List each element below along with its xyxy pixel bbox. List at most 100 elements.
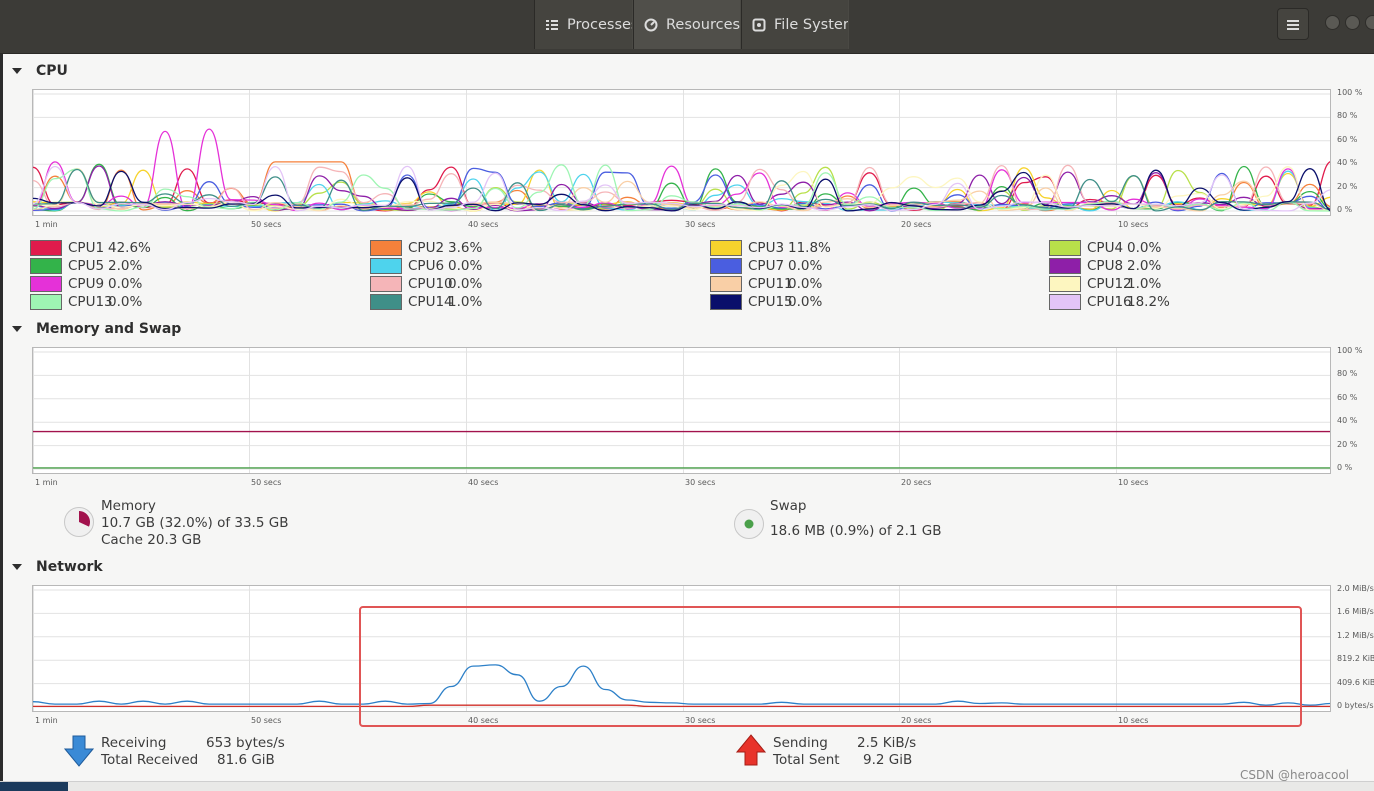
minimize-button[interactable] xyxy=(1325,15,1340,30)
network-x-tick: 10 secs xyxy=(1118,716,1149,725)
color-swatch[interactable] xyxy=(710,257,742,274)
color-swatch[interactable] xyxy=(710,293,742,310)
network-x-tick: 40 secs xyxy=(468,716,499,725)
memory-cache: Cache 20.3 GB xyxy=(101,532,202,548)
color-swatch[interactable] xyxy=(30,275,62,292)
memory-history-graph xyxy=(32,347,1331,474)
color-swatch[interactable] xyxy=(30,293,62,310)
upload-arrow-icon xyxy=(735,734,767,766)
maximize-button[interactable] xyxy=(1345,15,1360,30)
color-swatch[interactable] xyxy=(30,257,62,274)
cpu-name: CPU11 xyxy=(748,275,793,292)
color-swatch[interactable] xyxy=(1049,293,1081,310)
network-x-tick: 1 min xyxy=(35,716,58,725)
sending-value: 2.5 KiB/s xyxy=(857,735,917,751)
cpu-legend-item-cpu2[interactable]: CPU2 3.6% xyxy=(370,239,482,256)
hamburger-menu-button[interactable] xyxy=(1277,8,1309,40)
cpu-value: 0.0% xyxy=(108,293,143,310)
receive-series xyxy=(33,664,1330,706)
cpu-legend-item-cpu6[interactable]: CPU6 0.0% xyxy=(370,257,482,274)
cpu-name: CPU1 xyxy=(68,239,105,256)
cpu-x-tick: 1 min xyxy=(35,220,58,229)
memory-pie-icon xyxy=(63,506,95,538)
color-swatch[interactable] xyxy=(370,257,402,274)
total-received-label: Total Received xyxy=(101,752,199,768)
cpu-section-header[interactable]: CPU xyxy=(12,63,68,79)
disk-icon xyxy=(752,18,766,32)
cpu-y-tick: 100 % xyxy=(1337,88,1363,97)
network-plot xyxy=(33,586,1330,711)
cpu-value: 0.0% xyxy=(788,257,823,274)
cpu-legend-item-cpu3[interactable]: CPU3 11.8% xyxy=(710,239,831,256)
color-swatch[interactable] xyxy=(1049,257,1081,274)
cpu-name: CPU6 xyxy=(408,257,445,274)
color-swatch[interactable] xyxy=(370,239,402,256)
cpu-legend-item-cpu5[interactable]: CPU5 2.0% xyxy=(30,257,142,274)
memory-x-tick: 1 min xyxy=(35,478,58,487)
close-button[interactable] xyxy=(1365,15,1374,30)
color-swatch[interactable] xyxy=(1049,275,1081,292)
cpu-legend-item-cpu7[interactable]: CPU7 0.0% xyxy=(710,257,822,274)
memory-y-tick: 40 % xyxy=(1337,416,1358,426)
cpu-legend-item-cpu8[interactable]: CPU8 2.0% xyxy=(1049,257,1161,274)
cpu-legend-item-cpu13[interactable]: CPU13 0.0% xyxy=(30,293,142,310)
memory-y-tick: 60 % xyxy=(1337,392,1358,402)
cpu-x-tick: 50 secs xyxy=(251,220,282,229)
network-x-tick: 30 secs xyxy=(685,716,716,725)
cpu-legend-item-cpu16[interactable]: CPU16 18.2% xyxy=(1049,293,1170,310)
tab-processes[interactable]: Processes xyxy=(534,0,633,49)
memory-y-tick: 80 % xyxy=(1337,369,1358,379)
color-swatch[interactable] xyxy=(30,239,62,256)
network-x-tick: 20 secs xyxy=(901,716,932,725)
color-swatch[interactable] xyxy=(710,239,742,256)
hamburger-icon xyxy=(1287,15,1299,34)
cpu-y-tick: 0 % xyxy=(1337,205,1353,214)
cpu-legend-item-cpu15[interactable]: CPU15 0.0% xyxy=(710,293,822,310)
cpu-legend-item-cpu9[interactable]: CPU9 0.0% xyxy=(30,275,142,292)
cpu-legend-item-cpu14[interactable]: CPU14 1.0% xyxy=(370,293,482,310)
download-arrow-icon xyxy=(63,735,95,767)
memory-x-tick: 20 secs xyxy=(901,478,932,487)
color-swatch[interactable] xyxy=(370,275,402,292)
cpu-value: 0.0% xyxy=(448,257,483,274)
cpu-legend-item-cpu1[interactable]: CPU1 42.6% xyxy=(30,239,151,256)
cpu-y-tick: 80 % xyxy=(1337,111,1358,121)
color-swatch[interactable] xyxy=(710,275,742,292)
cpu-legend-item-cpu4[interactable]: CPU4 0.0% xyxy=(1049,239,1161,256)
network-section-header[interactable]: Network xyxy=(12,559,103,575)
color-swatch[interactable] xyxy=(370,293,402,310)
cpu-history-graph xyxy=(32,89,1331,216)
network-title: Network xyxy=(36,559,103,575)
swap-pie-icon xyxy=(733,508,765,540)
memory-used: 10.7 GB (32.0%) of 33.5 GB xyxy=(101,515,289,531)
cpu-x-tick: 30 secs xyxy=(685,220,716,229)
expander-icon xyxy=(12,68,22,74)
cpu-name: CPU14 xyxy=(408,293,453,310)
network-y-tick: 2.0 MiB/s xyxy=(1337,584,1374,593)
gauge-icon xyxy=(644,18,658,32)
memory-y-tick: 100 % xyxy=(1337,346,1363,355)
cpu-name: CPU12 xyxy=(1087,275,1132,292)
cpu-value: 0.0% xyxy=(448,275,483,292)
memory-plot xyxy=(33,348,1330,473)
cpu-value: 2.0% xyxy=(108,257,143,274)
network-y-tick: 819.2 KiB/s xyxy=(1337,654,1374,664)
cpu-name: CPU10 xyxy=(408,275,453,292)
cpu-legend-item-cpu12[interactable]: CPU12 1.0% xyxy=(1049,275,1161,292)
cpu-name: CPU5 xyxy=(68,257,105,274)
cpu-legend-item-cpu11[interactable]: CPU11 0.0% xyxy=(710,275,822,292)
tab-file-systems[interactable]: File Syster xyxy=(741,0,849,49)
tab-resources-label: Resources xyxy=(666,16,741,33)
cpu-plot xyxy=(33,90,1330,215)
tab-resources[interactable]: Resources xyxy=(633,0,741,49)
color-swatch[interactable] xyxy=(1049,239,1081,256)
memory-section-header[interactable]: Memory and Swap xyxy=(12,321,181,337)
send-series xyxy=(33,704,1330,708)
cpu-legend-item-cpu10[interactable]: CPU10 0.0% xyxy=(370,275,482,292)
cpu-name: CPU15 xyxy=(748,293,793,310)
memory-y-tick: 0 % xyxy=(1337,463,1353,472)
window-edge xyxy=(0,54,3,791)
cpu-name: CPU16 xyxy=(1087,293,1132,310)
cpu-name: CPU3 xyxy=(748,239,785,256)
